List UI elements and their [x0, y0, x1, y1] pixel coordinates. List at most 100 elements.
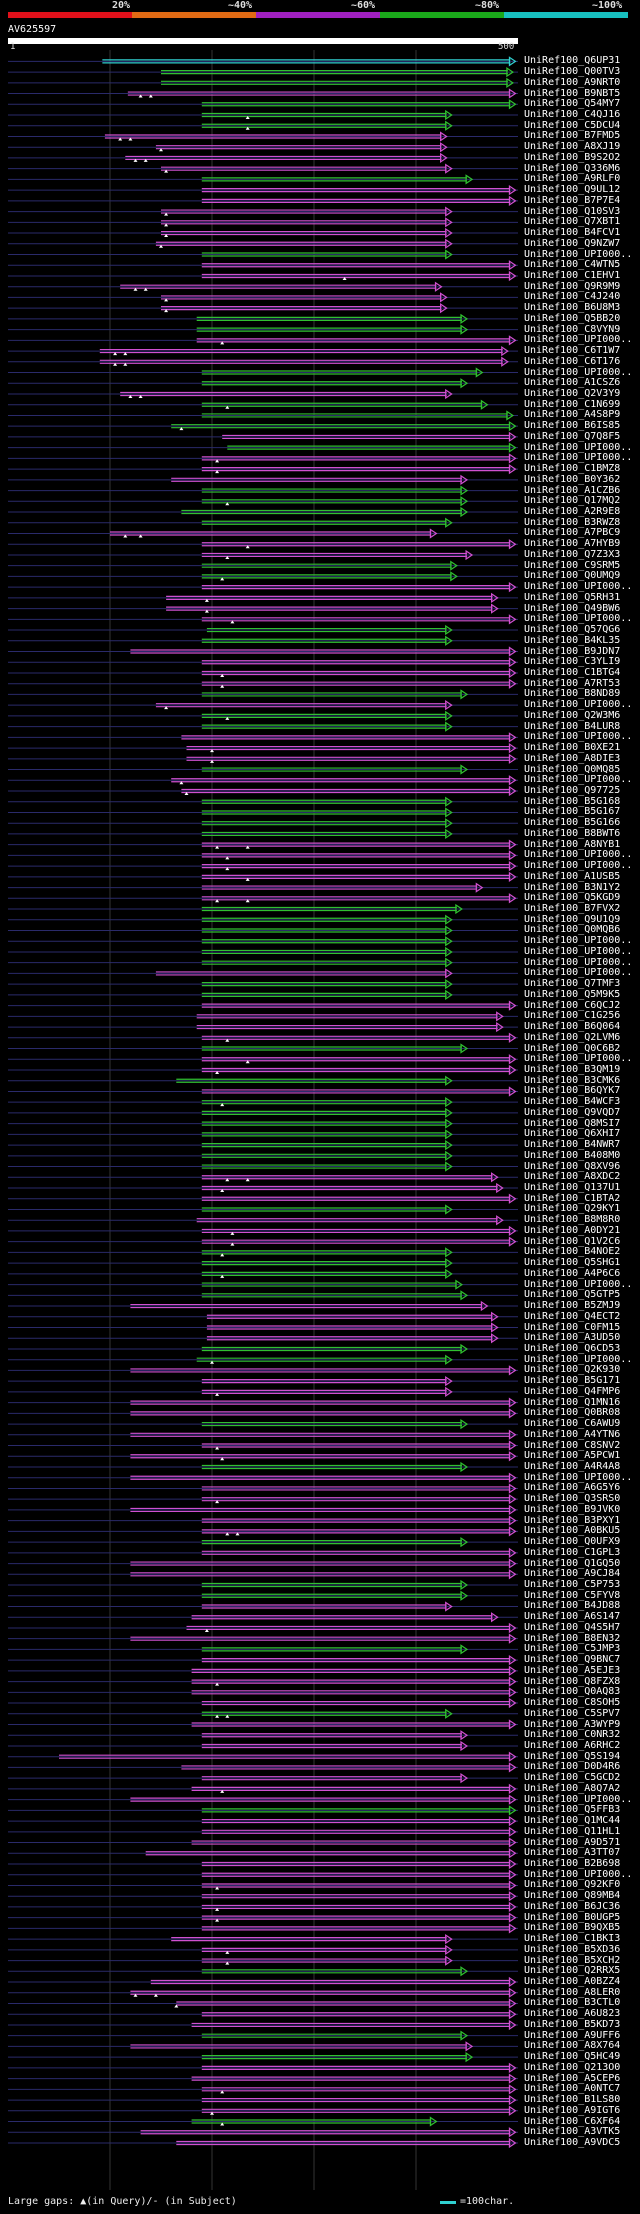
- hit-label[interactable]: UniRef100_Q0C6B2: [524, 1042, 621, 1054]
- hit-label[interactable]: UniRef100_Q0MQ85: [524, 763, 621, 775]
- hit-label[interactable]: UniRef100_Q7TMF3: [524, 978, 621, 990]
- hit-label[interactable]: UniRef100_Q0AQ83: [524, 1686, 621, 1698]
- hit-label[interactable]: UniRef100_A9VDC5: [524, 2136, 621, 2148]
- hit-label[interactable]: UniRef100_B8ND89: [524, 688, 621, 700]
- hit-label[interactable]: UniRef100_C6QCJ2: [524, 999, 621, 1011]
- hit-label[interactable]: UniRef100_A6RHC2: [524, 1739, 621, 1751]
- hit-label[interactable]: UniRef100_Q00TV3: [524, 66, 621, 78]
- hit-label[interactable]: UniRef100_A0NTC7: [524, 2083, 621, 2095]
- hit-label[interactable]: UniRef100_UPI000..: [524, 248, 633, 260]
- hit-label[interactable]: UniRef100_A6G5Y6: [524, 1482, 621, 1494]
- hit-label[interactable]: UniRef100_Q1MC44: [524, 1815, 621, 1827]
- hit-label[interactable]: UniRef100_Q137U1: [524, 1182, 621, 1193]
- hit-label[interactable]: UniRef100_C5P753: [524, 1579, 621, 1591]
- hit-label[interactable]: UniRef100_Q97725: [524, 785, 621, 796]
- hit-label[interactable]: UniRef100_UPI000..: [524, 860, 633, 872]
- hit-label[interactable]: UniRef100_A9NRT0: [524, 76, 621, 88]
- hit-label[interactable]: UniRef100_B9JDN7: [524, 645, 621, 657]
- hit-label[interactable]: UniRef100_A8LER0: [524, 1986, 621, 1998]
- hit-label[interactable]: UniRef100_B8EN32: [524, 1632, 621, 1644]
- hit-label[interactable]: UniRef100_B9S2O2: [524, 151, 621, 163]
- hit-label[interactable]: UniRef100_A5PCW1: [524, 1450, 621, 1462]
- hit-label[interactable]: UniRef100_Q4FMP6: [524, 1385, 621, 1397]
- hit-label[interactable]: UniRef100_A6U823: [524, 2008, 621, 2020]
- hit-label[interactable]: UniRef100_Q6CD53: [524, 1342, 621, 1354]
- hit-label[interactable]: UniRef100_B5G168: [524, 795, 621, 807]
- hit-label[interactable]: UniRef100_UPI000..: [524, 935, 633, 947]
- hit-label[interactable]: UniRef100_A1USB5: [524, 870, 621, 882]
- hit-label[interactable]: UniRef100_C6T1W7: [524, 345, 621, 357]
- hit-label[interactable]: UniRef100_A1CSZ6: [524, 377, 621, 389]
- hit-label[interactable]: UniRef100_C1GPL3: [524, 1546, 621, 1558]
- hit-label[interactable]: UniRef100_A8Q7A2: [524, 1782, 621, 1794]
- hit-label[interactable]: UniRef100_B3PXY1: [524, 1514, 621, 1526]
- hit-label[interactable]: UniRef100_A3UD50: [524, 1332, 621, 1344]
- hit-label[interactable]: UniRef100_A8DIE3: [524, 752, 621, 764]
- hit-label[interactable]: UniRef100_Q9BNC7: [524, 1654, 621, 1666]
- hit-label[interactable]: UniRef100_UPI000..: [524, 613, 633, 625]
- hit-label[interactable]: UniRef100_A9UFF6: [524, 2029, 621, 2041]
- hit-label[interactable]: UniRef100_B0UGP5: [524, 1911, 621, 1923]
- hit-label[interactable]: UniRef100_Q2LVM6: [524, 1031, 621, 1043]
- hit-label[interactable]: UniRef100_B4NWR7: [524, 1139, 621, 1151]
- hit-label[interactable]: UniRef100_B7P7E4: [524, 194, 621, 206]
- hit-label[interactable]: UniRef100_Q54MY7: [524, 98, 621, 110]
- hit-label[interactable]: UniRef100_A8XDC2: [524, 1171, 621, 1183]
- hit-label[interactable]: UniRef100_Q29KY1: [524, 1203, 621, 1215]
- hit-label[interactable]: UniRef100_C1N699: [524, 398, 621, 410]
- hit-label[interactable]: UniRef100_B0XE21: [524, 742, 621, 754]
- hit-label[interactable]: UniRef100_A7RT53: [524, 677, 621, 689]
- hit-label[interactable]: UniRef100_A3VTK5: [524, 2126, 621, 2138]
- hit-label[interactable]: UniRef100_Q8XV96: [524, 1160, 621, 1172]
- hit-label[interactable]: UniRef100_C3YLI9: [524, 656, 621, 668]
- hit-label[interactable]: UniRef100_Q213O0: [524, 2061, 621, 2073]
- hit-label[interactable]: UniRef100_Q7XBT1: [524, 216, 621, 228]
- hit-label[interactable]: UniRef100_UPI000..: [524, 1278, 633, 1290]
- hit-label[interactable]: UniRef100_D0D4R6: [524, 1761, 621, 1773]
- hit-label[interactable]: UniRef100_B5XCH2: [524, 1954, 621, 1966]
- hit-label[interactable]: UniRef100_B4WCF3: [524, 1096, 621, 1108]
- hit-label[interactable]: UniRef100_UPI000..: [524, 1793, 633, 1805]
- hit-label[interactable]: UniRef100_B6U8M3: [524, 302, 621, 314]
- hit-label[interactable]: UniRef100_Q5RH31: [524, 591, 621, 603]
- hit-label[interactable]: UniRef100_A8NYB1: [524, 838, 621, 850]
- hit-label[interactable]: UniRef100_B9QXB5: [524, 1922, 621, 1934]
- hit-label[interactable]: UniRef100_A4P6C6: [524, 1267, 621, 1279]
- hit-label[interactable]: UniRef100_Q8MSI7: [524, 1117, 621, 1129]
- hit-label[interactable]: UniRef100_Q89MB4: [524, 1890, 621, 1902]
- hit-label[interactable]: UniRef100_B4NOE2: [524, 1246, 621, 1258]
- hit-label[interactable]: UniRef100_C6AWU9: [524, 1418, 621, 1430]
- hit-label[interactable]: UniRef100_A6S147: [524, 1611, 621, 1623]
- hit-label[interactable]: UniRef100_A2R9E8: [524, 506, 621, 518]
- hit-label[interactable]: UniRef100_A1CZB6: [524, 484, 621, 496]
- hit-label[interactable]: UniRef100_B4LUR8: [524, 720, 621, 732]
- hit-label[interactable]: UniRef100_Q1V2C6: [524, 1235, 621, 1247]
- hit-label[interactable]: UniRef100_B6QYK7: [524, 1085, 621, 1097]
- hit-label[interactable]: UniRef100_Q0UMQ9: [524, 570, 621, 582]
- hit-label[interactable]: UniRef100_C8SNV2: [524, 1439, 621, 1451]
- hit-label[interactable]: UniRef100_Q5S194: [524, 1750, 621, 1762]
- hit-label[interactable]: UniRef100_Q9UL12: [524, 184, 621, 196]
- hit-label[interactable]: UniRef100_B6IS85: [524, 420, 621, 432]
- hit-label[interactable]: UniRef100_B3CTL0: [524, 1997, 621, 2009]
- hit-label[interactable]: UniRef100_A9RLF0: [524, 173, 621, 185]
- hit-label[interactable]: UniRef100_Q57QG6: [524, 624, 621, 636]
- hit-label[interactable]: UniRef100_Q2K930: [524, 1364, 621, 1376]
- hit-label[interactable]: UniRef100_Q0UFX9: [524, 1536, 621, 1548]
- hit-label[interactable]: UniRef100_Q7Q8F5: [524, 430, 621, 442]
- hit-label[interactable]: UniRef100_Q2W3M6: [524, 709, 621, 721]
- hit-label[interactable]: UniRef100_UPI000..: [524, 774, 633, 786]
- hit-label[interactable]: UniRef100_UPI000..: [524, 334, 633, 346]
- hit-label[interactable]: UniRef100_UPI000..: [524, 1353, 633, 1365]
- hit-label[interactable]: UniRef100_Q5BB20: [524, 312, 621, 324]
- hit-label[interactable]: UniRef100_B5ZMJ9: [524, 1300, 621, 1312]
- hit-label[interactable]: UniRef100_Q5SHG1: [524, 1257, 621, 1269]
- hit-label[interactable]: UniRef100_Q9NZW7: [524, 237, 621, 249]
- hit-label[interactable]: UniRef100_B8BWT6: [524, 827, 621, 839]
- hit-label[interactable]: UniRef100_B3CMK6: [524, 1074, 621, 1086]
- hit-label[interactable]: UniRef100_A9IGT6: [524, 2104, 621, 2116]
- hit-label[interactable]: UniRef100_Q6XHI7: [524, 1128, 621, 1140]
- hit-label[interactable]: UniRef100_B4JD88: [524, 1600, 621, 1612]
- hit-label[interactable]: UniRef100_UPI000..: [524, 366, 633, 378]
- hit-label[interactable]: UniRef100_Q2RRX5: [524, 1965, 621, 1977]
